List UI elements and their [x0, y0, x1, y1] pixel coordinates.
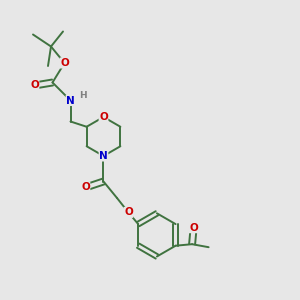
Text: O: O	[124, 207, 133, 218]
Text: O: O	[60, 58, 69, 68]
Text: O: O	[81, 182, 90, 193]
Text: O: O	[189, 223, 198, 233]
Text: O: O	[99, 112, 108, 122]
Text: H: H	[79, 91, 87, 100]
Text: N: N	[99, 151, 108, 161]
Text: N: N	[66, 95, 75, 106]
Text: O: O	[30, 80, 39, 91]
